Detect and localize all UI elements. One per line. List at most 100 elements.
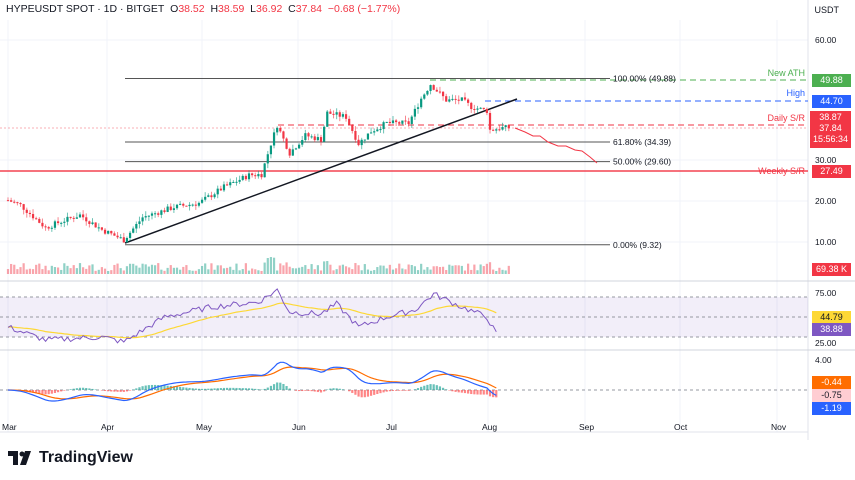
candle-body bbox=[82, 214, 85, 218]
volume-bar bbox=[445, 270, 448, 274]
volume-bar bbox=[501, 269, 504, 274]
macd-histogram-bar bbox=[382, 390, 385, 393]
candle-body bbox=[294, 148, 298, 150]
macd-histogram-bar bbox=[467, 390, 470, 394]
macd-histogram-bar bbox=[404, 390, 407, 391]
candle-body bbox=[191, 204, 194, 206]
weekly-price-tag: 27.49 bbox=[812, 165, 851, 178]
macd-line-tag: -1.19 bbox=[812, 402, 851, 415]
candle-body bbox=[369, 132, 373, 134]
time-label-sep: Sep bbox=[579, 422, 594, 432]
volume-bar bbox=[191, 270, 194, 274]
macd-histogram-bar bbox=[166, 385, 169, 390]
volume-bar bbox=[210, 263, 213, 274]
macd-histogram-bar bbox=[398, 390, 401, 391]
volume-bar bbox=[216, 265, 219, 274]
candle-body bbox=[232, 181, 235, 183]
candle-body bbox=[56, 221, 60, 224]
volume-bar bbox=[357, 265, 360, 274]
candle-body bbox=[169, 206, 172, 210]
macd-histogram-bar bbox=[207, 388, 210, 390]
volume-bar bbox=[88, 265, 91, 274]
volume-bar bbox=[251, 268, 254, 274]
candle-body bbox=[488, 112, 492, 130]
candle-body bbox=[75, 217, 78, 219]
volume-bar bbox=[22, 263, 25, 274]
tradingview-logo[interactable]: TradingView bbox=[8, 449, 133, 467]
candle-body bbox=[78, 214, 82, 218]
candle-body bbox=[344, 114, 348, 119]
volume-bar bbox=[19, 267, 22, 274]
volume-bar bbox=[197, 269, 201, 274]
macd-histogram-bar bbox=[357, 390, 360, 397]
trendline[interactable] bbox=[124, 98, 518, 244]
high-price-tag: 44.70 bbox=[812, 95, 851, 108]
time-label-nov: Nov bbox=[771, 422, 787, 432]
candle-body bbox=[138, 221, 141, 224]
candle-body bbox=[363, 139, 366, 141]
macd-histogram-bar bbox=[288, 388, 291, 390]
volume-bar bbox=[313, 269, 316, 274]
volume-bar bbox=[179, 269, 182, 274]
candle-body bbox=[457, 99, 460, 101]
macd-histogram-bar bbox=[229, 387, 232, 390]
candle-body bbox=[319, 137, 323, 142]
candle-body bbox=[304, 133, 307, 141]
volume-bar bbox=[332, 270, 335, 274]
macd-histogram-bar bbox=[188, 387, 191, 390]
volume-bar bbox=[107, 270, 110, 274]
volume-bar bbox=[376, 267, 379, 274]
volume-bar bbox=[150, 264, 154, 274]
volume-bar bbox=[66, 265, 69, 274]
candle-body bbox=[263, 163, 266, 178]
axis-label-30: 30.00 bbox=[815, 155, 837, 165]
volume-bar bbox=[157, 263, 160, 274]
candle-body bbox=[407, 121, 410, 124]
volume-bar bbox=[128, 263, 132, 274]
volume-bar bbox=[41, 269, 44, 274]
volume-bar bbox=[119, 268, 122, 274]
candle-body bbox=[10, 200, 13, 202]
volume-bar bbox=[335, 269, 338, 274]
macd-histogram-bar bbox=[232, 387, 235, 390]
symbol-header[interactable]: HYPEUSDT SPOT · 1D · BITGET O38.52 H38.5… bbox=[6, 3, 400, 15]
currency-label: USDT bbox=[814, 5, 840, 15]
candle-body bbox=[16, 202, 19, 204]
candle-body bbox=[72, 217, 75, 219]
candle-body bbox=[226, 184, 229, 186]
candle-body bbox=[41, 222, 44, 227]
candle-body bbox=[276, 127, 279, 133]
volume-bar bbox=[476, 270, 479, 274]
candle-body bbox=[438, 91, 442, 93]
candle-body bbox=[366, 133, 370, 140]
macd-histogram-bar bbox=[426, 384, 429, 390]
volume-bar bbox=[138, 267, 141, 274]
macd-histogram-bar bbox=[285, 386, 288, 390]
candle-body bbox=[448, 99, 451, 102]
candle-body bbox=[244, 175, 247, 180]
volume-bar bbox=[435, 266, 438, 274]
volume-bar bbox=[172, 267, 175, 274]
volume-bar bbox=[6, 269, 10, 274]
volume-bar bbox=[56, 267, 60, 274]
macd-histogram-bar bbox=[150, 384, 154, 390]
candle-body bbox=[379, 129, 382, 131]
candle-body bbox=[97, 227, 100, 229]
ath-price-tag: 49.88 bbox=[812, 74, 851, 87]
candle-body bbox=[291, 149, 294, 156]
candle-body bbox=[31, 214, 35, 219]
macd-hist-tag: -0.44 bbox=[812, 376, 851, 389]
volume-bar bbox=[429, 269, 432, 274]
macd-histogram-bar bbox=[351, 390, 354, 393]
volume-bar bbox=[276, 270, 279, 274]
price-chart[interactable]: 60.00 30.00 20.00 10.00 100.00% (49.88) 6… bbox=[0, 0, 855, 440]
volume-bar bbox=[488, 262, 492, 274]
volume-bar bbox=[329, 264, 332, 274]
candle-body bbox=[404, 120, 407, 122]
macd-histogram-bar bbox=[495, 390, 498, 398]
symbol-title: HYPEUSDT SPOT · 1D · BITGET bbox=[6, 3, 165, 15]
macd-histogram-bar bbox=[182, 387, 185, 390]
macd-histogram-bar bbox=[407, 390, 410, 391]
macd-histogram-bar bbox=[276, 382, 279, 390]
macd-axis-4: 4.00 bbox=[815, 355, 832, 365]
